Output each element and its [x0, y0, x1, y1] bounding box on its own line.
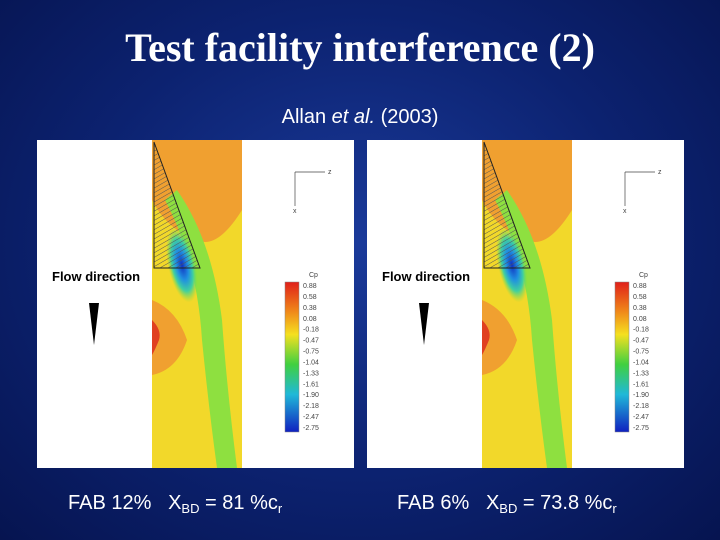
colorbar-label: -2.75 [303, 425, 319, 432]
caption: FAB 12% XBD = 81 %cr [68, 492, 282, 516]
green-band [165, 190, 237, 468]
wing [153, 141, 201, 269]
flow-arrow [419, 303, 429, 345]
colorbar-label: 0.58 [633, 294, 647, 301]
colorbar-label: -1.33 [633, 370, 649, 377]
colorbar-label: -2.18 [303, 403, 319, 410]
value: = 81 %c [205, 492, 278, 514]
colorbar-label: 0.58 [303, 294, 317, 301]
subtitle: Allan et al. (2003) [0, 106, 720, 129]
colorbar-label: -0.47 [303, 338, 319, 345]
colorbar-label: -0.47 [633, 338, 649, 345]
green-band [495, 190, 567, 468]
colorbar-label: -1.04 [303, 359, 319, 366]
figure-panel: Flow direction z x Cp 0.88 0.58 0.38 0.08 -0.18 -… [37, 140, 354, 468]
symbol: X [168, 492, 182, 514]
wing [483, 141, 531, 269]
field-red [482, 320, 490, 355]
field-red [152, 320, 160, 355]
subscript: r [277, 501, 283, 516]
config: FAB 6% [397, 492, 470, 514]
year: (2003) [380, 106, 439, 128]
colorbar-label: -2.47 [303, 414, 319, 421]
axis-label: x [623, 208, 627, 215]
flow-label: Flow direction [382, 269, 470, 284]
slide-title: Test facility interference (2) [125, 25, 595, 70]
colorbar-label: -0.75 [633, 349, 649, 356]
colorbar-label: -1.33 [303, 370, 319, 377]
colorbar-title: Cp [309, 272, 318, 279]
colorbar-label: -1.04 [633, 359, 649, 366]
colorbar-label: 0.38 [303, 305, 317, 312]
axis-label: z [328, 169, 332, 176]
colorbar-label: -0.18 [633, 327, 649, 334]
colorbar-label: 0.08 [633, 316, 647, 323]
et-al: et al. [331, 106, 376, 128]
colorbar-label: 0.38 [633, 305, 647, 312]
flow-label: Flow direction [52, 269, 140, 284]
colorbar-label: -2.47 [633, 414, 649, 421]
subscript: BD [181, 501, 200, 516]
axis-label: x [293, 208, 297, 215]
colorbar-label: -2.18 [633, 403, 649, 410]
flow-arrow [89, 303, 99, 345]
subscript: BD [499, 501, 518, 516]
subscript: r [612, 501, 617, 516]
figure-panel: Flow direction z x Cp 0.88 0.58 0.38 0.08 -0.18 -… [367, 140, 684, 468]
author: Allan [281, 106, 327, 128]
colorbar-label: 0.88 [633, 283, 647, 290]
field-bulge [152, 300, 187, 375]
field-bulge [482, 300, 517, 375]
colorbar-label: -1.61 [633, 381, 649, 388]
value: = 73.8 %c [522, 492, 613, 514]
caption: FAB 6% XBD = 73.8 %cr [397, 492, 617, 516]
colorbar [284, 281, 300, 433]
colorbar-label: -1.90 [633, 392, 649, 399]
colorbar-label: -0.18 [303, 327, 319, 334]
colorbar-label: -2.75 [633, 425, 649, 432]
colorbar [614, 281, 630, 433]
colorbar-label: -1.90 [303, 392, 319, 399]
symbol: X [485, 492, 500, 514]
colorbar-label: -0.75 [303, 349, 319, 356]
colorbar-label: 0.88 [303, 283, 317, 290]
colorbar-label: 0.08 [303, 316, 317, 323]
colorbar-label: -1.61 [303, 381, 319, 388]
config: FAB 12% [68, 492, 152, 514]
axis-label: z [658, 169, 662, 176]
colorbar-title: Cp [639, 272, 648, 279]
